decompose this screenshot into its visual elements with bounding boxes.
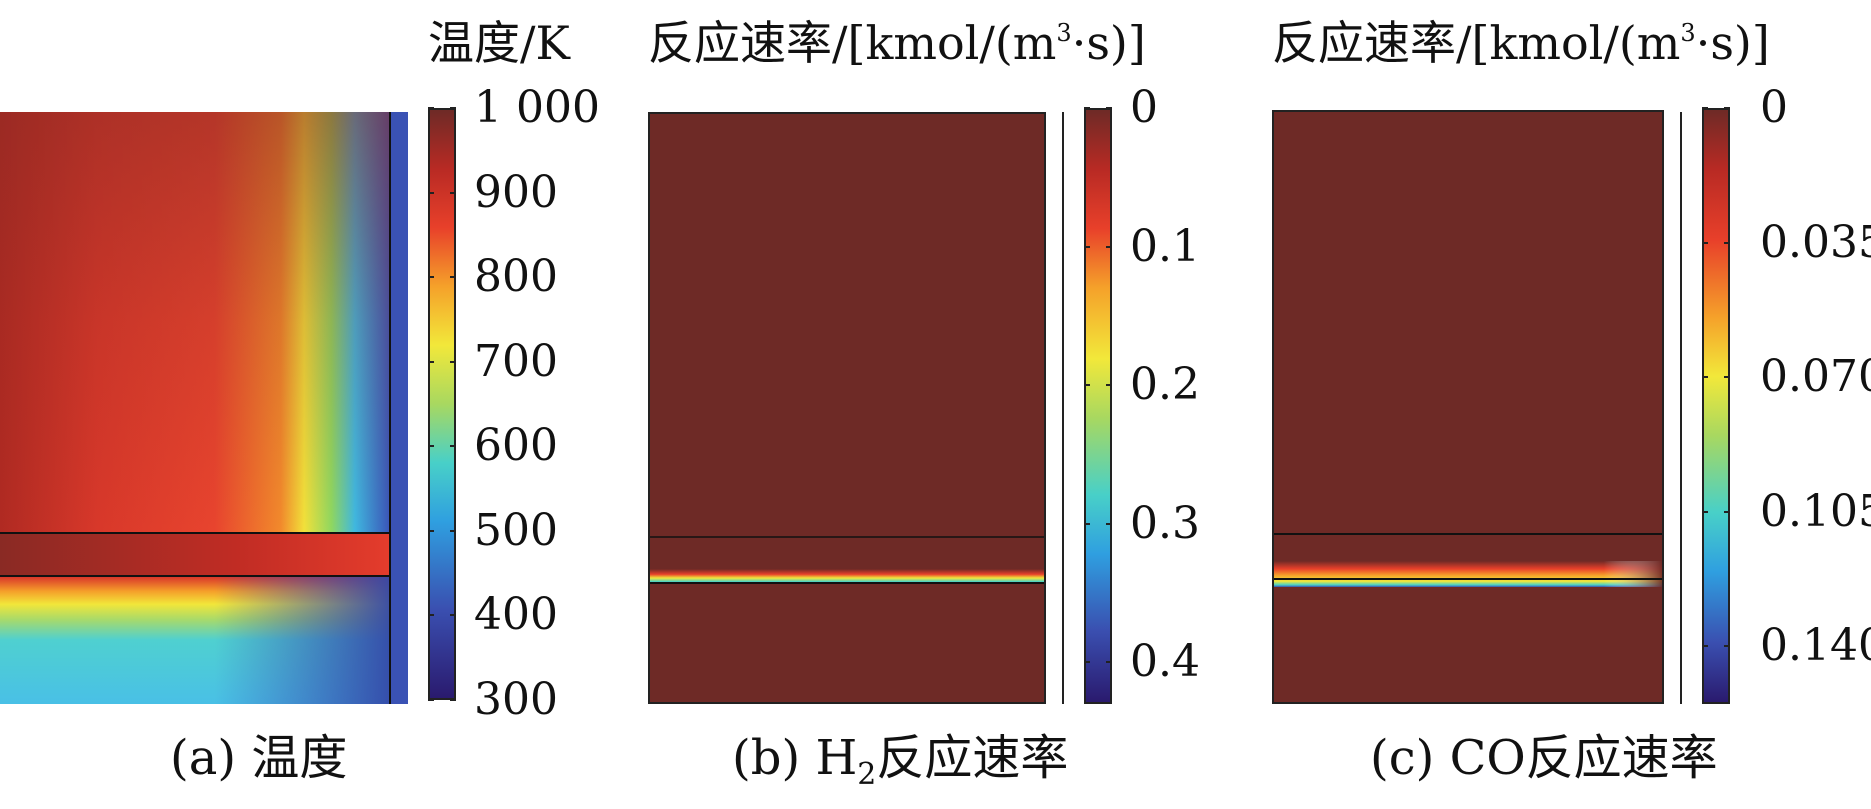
- heatmap-h2-rate-svg: [650, 114, 1044, 702]
- colorbar-tick-mark: [450, 276, 456, 279]
- colorbar-tick-label: 0: [1760, 82, 1788, 133]
- colorbar-tick-label: 0.3: [1130, 497, 1200, 549]
- caption-b-text: 反应速率: [876, 730, 1069, 786]
- caption-a-text: 温度: [251, 730, 348, 786]
- colorbar-tick-mark: [1106, 107, 1112, 109]
- colorbar-tick-label: 0.1: [1130, 220, 1200, 272]
- colorbar-tick-mark: [1106, 522, 1112, 525]
- colorbar-tick-label: 1 000: [474, 82, 600, 133]
- caption-c: (c) CO反应速率: [1370, 734, 1718, 782]
- colorbar-tick-mark: [428, 529, 434, 532]
- colorbar-tick-mark: [1724, 376, 1730, 379]
- colorbar-tick-label: 900: [474, 166, 558, 218]
- colorbar-tick-label: 0.105: [1760, 485, 1871, 537]
- colorbar-tick-mark: [428, 360, 434, 363]
- colorbar-tick-mark: [1724, 645, 1730, 648]
- caption-a: (a) 温度: [170, 734, 347, 782]
- colorbar-tick-mark: [450, 529, 456, 532]
- colorbar-title-c-main: 反应速率/[kmol/(m: [1272, 16, 1681, 70]
- caption-c-text: 反应速率: [1525, 730, 1718, 786]
- colorbar-tick-label: 600: [474, 420, 558, 472]
- colorbar-tick-mark: [1724, 510, 1730, 513]
- colorbar-tick-mark: [428, 107, 434, 109]
- colorbar-tick-label: 0.035: [1760, 216, 1871, 268]
- heatmap-co-rate-svg: [1274, 112, 1662, 702]
- colorbar-tick-mark: [450, 360, 456, 363]
- colorbar-title-b-end: ·s)]: [1071, 16, 1146, 70]
- colorbar-tick-label: 0.4: [1130, 636, 1200, 688]
- colorbar-tick-mark: [428, 276, 434, 279]
- caption-b-sub: 2: [857, 757, 877, 792]
- colorbar-tick-label: 500: [474, 504, 558, 556]
- colorbar-tick-mark: [1106, 661, 1112, 664]
- caption-b-prefix: (b) H: [732, 730, 858, 786]
- colorbar-tick-mark: [1084, 522, 1090, 525]
- colorbar-c: [1702, 108, 1730, 704]
- colorbar-b: [1084, 108, 1112, 704]
- colorbar-tick-mark: [1724, 241, 1730, 244]
- colorbar-tick-mark: [450, 107, 456, 109]
- colorbar-tick-mark: [1084, 384, 1090, 387]
- colorbar-title-c-end: ·s)]: [1695, 16, 1770, 70]
- colorbar-tick-label: 0.070: [1760, 351, 1871, 403]
- colorbar-tick-mark: [428, 614, 434, 617]
- colorbar-tick-mark: [428, 445, 434, 448]
- heatmap-temperature-svg: [0, 112, 408, 704]
- colorbar-a: [428, 108, 456, 700]
- colorbar-tick-label: 300: [474, 674, 558, 725]
- heatmap-co-rate: [1272, 110, 1664, 704]
- colorbar-title-b: 反应速率/[kmol/(m3·s)]: [648, 20, 1146, 66]
- panel-b-right-frame: [1062, 112, 1064, 704]
- colorbar-tick-label: 400: [474, 589, 558, 641]
- colorbar-tick-label: 0.2: [1130, 359, 1200, 411]
- colorbar-tick-mark: [1702, 510, 1708, 513]
- colorbar-title-c-sup: 3: [1680, 19, 1696, 47]
- heatmap-h2-rate: [648, 112, 1046, 704]
- colorbar-tick-label: 0.140: [1760, 620, 1871, 672]
- panel-c-right-frame: [1680, 112, 1682, 704]
- colorbar-tick-mark: [1702, 376, 1708, 379]
- colorbar-tick-mark: [450, 191, 456, 194]
- colorbar-tick-mark: [450, 699, 456, 701]
- colorbar-tick-mark: [450, 614, 456, 617]
- colorbar-tick-mark: [1702, 241, 1708, 244]
- colorbar-tick-label: 0: [1130, 82, 1158, 133]
- colorbar-tick-label: 700: [474, 335, 558, 387]
- colorbar-tick-mark: [1106, 245, 1112, 248]
- colorbar-tick-label: 800: [474, 251, 558, 303]
- colorbar-tick-mark: [1106, 384, 1112, 387]
- colorbar-tick-mark: [1084, 661, 1090, 664]
- colorbar-title-b-sup: 3: [1056, 19, 1072, 47]
- colorbar-tick-mark: [1702, 107, 1708, 109]
- caption-b: (b) H2反应速率: [732, 734, 1068, 790]
- colorbar-title-c: 反应速率/[kmol/(m3·s)]: [1272, 20, 1770, 66]
- caption-a-prefix: (a): [170, 730, 252, 786]
- colorbar-tick-mark: [428, 699, 434, 701]
- colorbar-tick-mark: [1724, 107, 1730, 109]
- colorbar-tick-mark: [1084, 245, 1090, 248]
- colorbar-tick-mark: [1702, 645, 1708, 648]
- caption-c-prefix: (c) CO: [1370, 730, 1526, 786]
- heatmap-temperature: [0, 112, 408, 704]
- colorbar-tick-mark: [450, 445, 456, 448]
- colorbar-tick-mark: [1084, 107, 1090, 109]
- colorbar-tick-mark: [428, 191, 434, 194]
- colorbar-title-b-main: 反应速率/[kmol/(m: [648, 16, 1057, 70]
- colorbar-title-a: 温度/K: [428, 16, 570, 70]
